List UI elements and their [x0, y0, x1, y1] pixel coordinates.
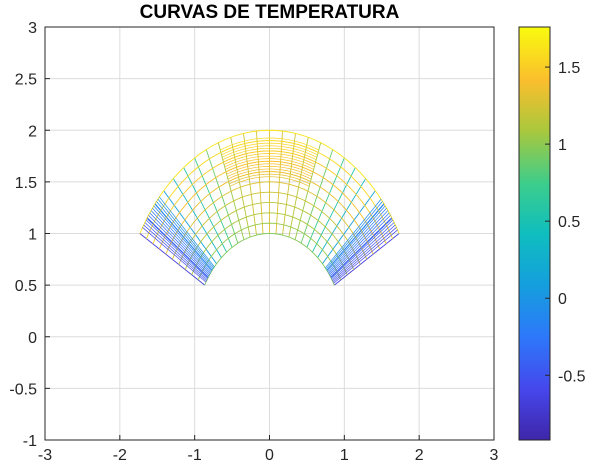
contour-line-dense [143, 224, 207, 282]
contour-line-arc [204, 233, 335, 286]
contour-line-dense [329, 212, 390, 276]
contour-line-dense [149, 212, 210, 276]
contour-line-dense [145, 219, 209, 279]
contour-line-dense [227, 166, 312, 178]
x-tick-label: -1 [188, 447, 202, 464]
contour-line-dense [150, 210, 211, 274]
contour-line-dense [156, 201, 214, 270]
contour-line-dense [332, 227, 397, 283]
contour-line-dense [333, 229, 398, 284]
contour-line-dense [227, 168, 312, 180]
colorbar-tick-label: 0.5 [558, 214, 580, 231]
contour-line-dense [327, 205, 386, 272]
contour-line-dense [219, 137, 320, 151]
contour-line-dense [148, 214, 210, 277]
y-tick-label: 2 [28, 123, 37, 140]
colorbar-tick-label: 1.5 [558, 60, 580, 77]
x-tick-label: 1 [340, 447, 349, 464]
contour-line-dense [325, 198, 382, 269]
contour-line-dense [222, 147, 317, 161]
contour-line-dense [147, 217, 209, 278]
contour-line-dense [225, 158, 314, 170]
contour-line-dense [329, 214, 391, 277]
contour-line-dense [152, 207, 212, 273]
contour-line-arc [178, 191, 361, 265]
y-tick-label: 0.5 [15, 278, 37, 295]
colorbar-tick-label: -0.5 [558, 368, 586, 385]
contour-line-dense [221, 145, 318, 158]
x-tick-label: 0 [265, 447, 274, 464]
x-tick-label: -2 [113, 447, 127, 464]
contour-line-dense [223, 153, 316, 165]
y-tick-label: 0 [28, 330, 37, 347]
contour-line-dense [154, 203, 213, 271]
y-axis-ticks: -1 -0.5 0 0.5 1 1.5 2 2.5 3 [9, 20, 50, 450]
contour-line-arc [139, 129, 400, 234]
contour-line-dense [228, 171, 311, 182]
contour-line-arc [171, 181, 368, 260]
contour-line-dense [144, 222, 208, 280]
contour-line-dense [330, 217, 392, 278]
x-tick-label: 3 [490, 447, 499, 464]
contour-line-dense [220, 140, 319, 153]
contour-line-radial [334, 233, 400, 286]
colorbar-tick-label: 0 [558, 291, 567, 308]
y-tick-label: 1.5 [15, 175, 37, 192]
colorbar-tick-label: 1 [558, 137, 567, 154]
contour-line-dense [153, 205, 212, 272]
y-tick-label: 2.5 [15, 72, 37, 89]
contour-line-dense [332, 224, 396, 282]
contour-line-dense [325, 201, 383, 270]
contour-line-dense [328, 210, 389, 274]
contour-line-dense [331, 222, 395, 280]
contour-line-dense [157, 198, 214, 269]
contour-line-dense [223, 150, 316, 163]
contour-line-dense [327, 207, 387, 273]
y-tick-label: -0.5 [9, 381, 37, 398]
contour-line-dense [326, 203, 385, 271]
x-tick-label: 2 [415, 447, 424, 464]
contour-line-dense [228, 173, 311, 185]
contour-line-arc [197, 222, 342, 281]
contour-line-dense [221, 142, 318, 156]
colorbar-ticks: -0.5 0 0.5 1 1.5 [545, 60, 586, 385]
contour-line-dense [225, 160, 314, 173]
contour-plot [139, 129, 400, 286]
chart-title: CURVAS DE TEMPERATURA [140, 2, 400, 23]
contour-line-dense [330, 219, 394, 279]
contour-line-arc [191, 212, 348, 275]
y-tick-label: 3 [28, 20, 37, 37]
y-tick-label: 1 [28, 227, 37, 244]
contour-line-dense [229, 176, 310, 187]
contour-line-dense [224, 155, 315, 168]
contour-line-radial [139, 233, 205, 286]
x-tick-label: -3 [38, 447, 52, 464]
colorbar [518, 26, 551, 441]
x-axis-ticks: -3 -2 -1 0 1 2 3 [38, 435, 499, 464]
contour-line-dense [226, 163, 313, 175]
y-tick-label: -1 [23, 433, 37, 450]
contour-line-dense [159, 196, 215, 268]
contour-line-dense [142, 227, 207, 283]
contour-line-arc [184, 202, 355, 270]
